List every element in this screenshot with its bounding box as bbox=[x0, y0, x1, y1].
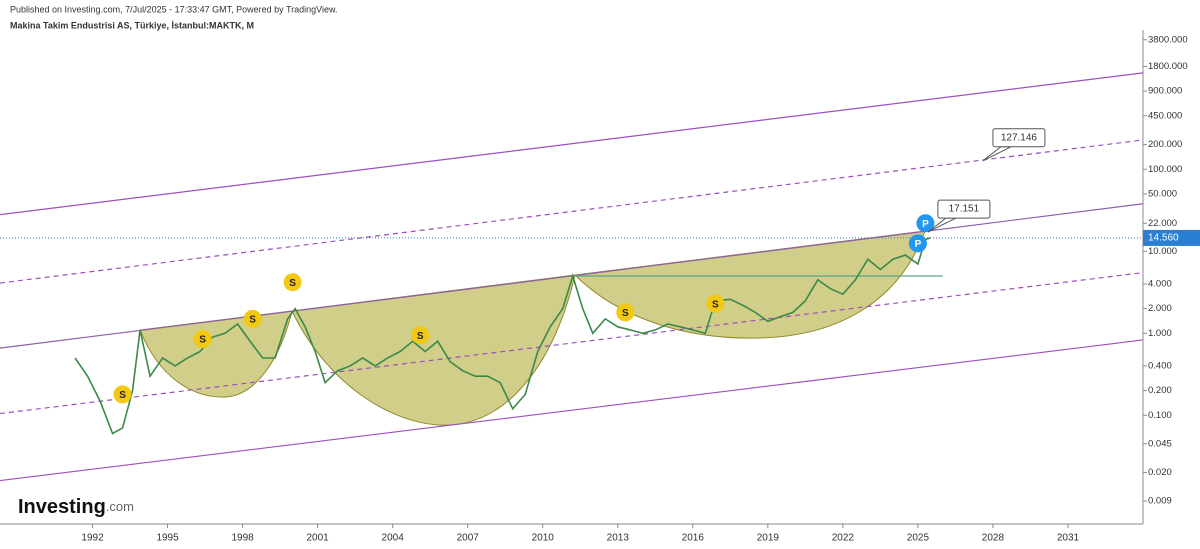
x-tick-label: 1995 bbox=[156, 533, 179, 544]
signal-marker: S bbox=[113, 385, 132, 404]
y-tick-label: 22.000 bbox=[1148, 218, 1177, 229]
x-tick-label: 2010 bbox=[532, 533, 555, 544]
signal-marker: S bbox=[283, 273, 302, 292]
signal-marker: S bbox=[616, 303, 635, 322]
signal-label: S bbox=[249, 315, 256, 326]
trend-line bbox=[0, 139, 1144, 284]
signal-label: S bbox=[289, 278, 296, 289]
y-tick-label: 3800.000 bbox=[1148, 34, 1188, 45]
callout-pointer bbox=[982, 146, 1012, 162]
signal-marker: S bbox=[193, 330, 212, 349]
signal-dot bbox=[916, 214, 935, 233]
y-tick-label: 1.000 bbox=[1148, 328, 1172, 339]
y-tick-label: 1800.000 bbox=[1148, 61, 1188, 72]
signal-label: S bbox=[622, 308, 629, 319]
y-tick-label: 100.000 bbox=[1148, 164, 1182, 175]
logo: Investing.com bbox=[18, 496, 134, 518]
cup-3 bbox=[573, 230, 926, 339]
signal-label: S bbox=[417, 331, 424, 342]
y-tick-label: 2.000 bbox=[1148, 303, 1172, 314]
x-tick-label: 2025 bbox=[907, 533, 930, 544]
x-tick-label: 2013 bbox=[607, 533, 630, 544]
callout-box bbox=[937, 199, 991, 219]
signal-label: S bbox=[199, 335, 206, 346]
signal-dot bbox=[193, 330, 212, 349]
y-tick-label: 0.045 bbox=[1148, 438, 1172, 449]
signal-dot bbox=[243, 309, 262, 328]
y-tick-label: 0.020 bbox=[1148, 467, 1172, 478]
signal-marker: P bbox=[916, 214, 935, 233]
y-tick-label: 0.400 bbox=[1148, 360, 1172, 371]
x-tick-label: 2016 bbox=[682, 533, 705, 544]
cup-2 bbox=[291, 274, 576, 426]
y-tick-label: 0.009 bbox=[1148, 496, 1172, 507]
y-tick-label: 900.000 bbox=[1148, 86, 1182, 97]
trend-line bbox=[0, 339, 1144, 482]
callout-box bbox=[992, 128, 1046, 148]
signal-dot bbox=[283, 273, 302, 292]
y-tick-label: 10.000 bbox=[1148, 246, 1177, 257]
y-tick-label: 50.000 bbox=[1148, 189, 1177, 200]
y-tick-label: 450.000 bbox=[1148, 110, 1182, 121]
signal-dot bbox=[616, 303, 635, 322]
x-tick-label: 1992 bbox=[81, 533, 104, 544]
signal-dot bbox=[411, 326, 430, 345]
y-tick-label: 4.000 bbox=[1148, 278, 1172, 289]
price-series bbox=[74, 237, 931, 435]
price-label-box bbox=[1143, 229, 1200, 246]
trend-line bbox=[0, 72, 1144, 216]
price-label: 14.560 bbox=[1148, 233, 1179, 244]
signal-label: P bbox=[922, 219, 929, 230]
x-tick-label: 2028 bbox=[982, 533, 1005, 544]
signal-label: S bbox=[712, 299, 719, 310]
chart-title: Makina Takim Endustrisi AS, Türkiye, İst… bbox=[10, 20, 254, 30]
y-tick-label: 0.100 bbox=[1148, 410, 1172, 421]
x-tick-label: 1998 bbox=[231, 533, 254, 544]
y-tick-label: 0.200 bbox=[1148, 385, 1172, 396]
header: Published on Investing.com, 7/Jul/2025 -… bbox=[10, 4, 338, 14]
signal-marker: S bbox=[411, 326, 430, 345]
x-tick-label: 2007 bbox=[457, 533, 480, 544]
x-tick-label: 2031 bbox=[1057, 533, 1080, 544]
x-tick-label: 2004 bbox=[382, 533, 405, 544]
signal-marker: S bbox=[243, 309, 262, 328]
trend-line bbox=[0, 272, 1144, 415]
x-tick-label: 2001 bbox=[307, 533, 330, 544]
signal-marker: S bbox=[706, 294, 725, 313]
trend-line bbox=[0, 203, 1144, 349]
signal-label: S bbox=[119, 390, 126, 401]
x-tick-label: 2019 bbox=[757, 533, 780, 544]
x-tick-label: 2022 bbox=[832, 533, 855, 544]
cup-patterns bbox=[139, 230, 926, 426]
signal-dot bbox=[908, 234, 927, 253]
cup-1 bbox=[139, 310, 293, 398]
signal-dot bbox=[706, 294, 725, 313]
callout-label: 127.146 bbox=[1001, 132, 1038, 143]
signal-dot bbox=[113, 385, 132, 404]
signal-label: P bbox=[915, 239, 922, 250]
signal-marker: P bbox=[908, 234, 927, 253]
callout-label: 17.151 bbox=[949, 204, 980, 215]
y-tick-label: 200.000 bbox=[1148, 139, 1182, 150]
